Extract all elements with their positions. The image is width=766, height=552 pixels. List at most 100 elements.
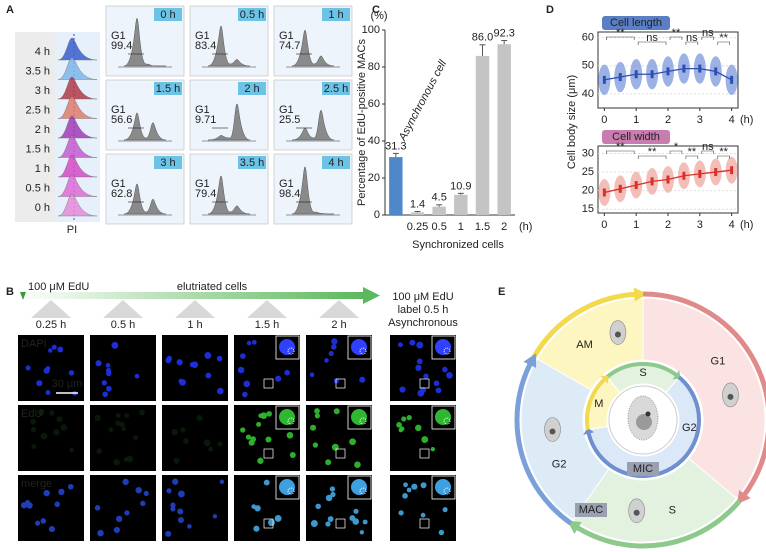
x-tick-label: 3 <box>697 114 703 126</box>
roi <box>335 378 346 389</box>
nucleus <box>253 525 260 532</box>
sig-label: ** <box>648 146 657 158</box>
time-label: 1.5 h <box>255 319 279 331</box>
nucleus <box>219 479 225 484</box>
percent: 99.4 <box>111 40 132 52</box>
mic-mark <box>359 417 367 425</box>
histogram <box>123 183 167 215</box>
phase-label: G1 <box>711 355 726 367</box>
nucleus <box>399 386 406 393</box>
nucleus <box>314 413 320 419</box>
nucleus <box>260 412 268 420</box>
nucleus <box>43 367 50 374</box>
nucleus <box>208 446 214 452</box>
x-tick-label: 4 <box>729 114 735 126</box>
time-badge <box>238 8 266 21</box>
inset-cell <box>351 409 367 425</box>
nucleus <box>406 414 412 421</box>
mic-mark <box>443 417 451 425</box>
panel-label: A <box>6 4 14 16</box>
phase-label: G2 <box>552 459 567 471</box>
time-badge <box>322 8 350 21</box>
nucleus <box>251 339 257 345</box>
outer-arrow <box>531 291 637 359</box>
nucleus <box>423 373 429 379</box>
time-label: 0.5 h <box>26 182 50 194</box>
nucleus <box>57 346 64 353</box>
chart-title: Cell width <box>612 131 660 143</box>
inset-cell <box>279 339 295 355</box>
mic-mark <box>287 347 295 355</box>
x-tick-label: 1 <box>633 114 639 126</box>
x-tick-label: 1.5 <box>475 221 490 233</box>
nucleus-badge <box>575 503 607 517</box>
nucleus <box>30 426 37 433</box>
mic-mark <box>443 347 451 355</box>
nucleus <box>139 409 145 416</box>
nucleus <box>113 458 120 466</box>
roi <box>263 518 274 529</box>
nucleus <box>442 366 448 373</box>
gate-label: G1 <box>195 30 210 42</box>
nucleus <box>203 439 211 447</box>
y-tick-label: 15 <box>582 203 594 215</box>
y-tick-label: 60 <box>368 98 380 110</box>
nucleus <box>177 508 184 515</box>
panel-label: B <box>6 286 14 298</box>
nucleus <box>430 446 436 452</box>
nucleus <box>31 444 37 450</box>
nucleus <box>246 340 252 346</box>
y-tick-label: 30 <box>582 147 594 159</box>
outer-sector <box>520 358 610 521</box>
chart-title: Cell length <box>610 17 662 29</box>
outer-arrow <box>574 499 742 549</box>
mic-mark <box>287 417 295 425</box>
nucleus <box>106 370 112 377</box>
nucleus <box>254 505 261 512</box>
nucleus <box>349 438 356 446</box>
nucleus <box>421 436 429 443</box>
outer-arrow <box>514 361 573 526</box>
value-label: 1.4 <box>410 198 425 210</box>
nucleus <box>51 344 57 350</box>
nucleus-label: MIC <box>633 463 653 475</box>
outer-arrow <box>642 291 766 498</box>
nucleus <box>239 353 246 359</box>
nucleus <box>330 491 336 498</box>
nucleus <box>398 510 404 516</box>
time-badge <box>154 156 182 169</box>
inset-cell <box>435 479 451 495</box>
inset-cell <box>435 409 451 425</box>
nucleus <box>183 438 190 444</box>
time-pointer <box>319 300 359 318</box>
nucleus <box>35 520 41 526</box>
phase-label: S <box>669 504 676 516</box>
value-label: 31.3 <box>385 140 406 152</box>
mean-line <box>604 67 732 81</box>
y-tick-label: 20 <box>582 185 594 197</box>
nucleus <box>331 338 338 345</box>
nucleus <box>327 516 334 522</box>
nucleus <box>406 487 412 493</box>
sig-bracket <box>606 36 635 40</box>
sig-bracket <box>669 150 683 154</box>
async-label: label 0.5 h <box>398 304 449 316</box>
x-unit: (h) <box>740 219 753 231</box>
histogram <box>207 175 251 215</box>
nucleus <box>362 519 368 525</box>
nucleus <box>30 418 36 425</box>
nucleus <box>289 451 296 458</box>
percent: 56.6 <box>111 114 132 126</box>
percent: 98.4 <box>279 188 300 200</box>
nucleus <box>165 530 172 537</box>
time-label: 2 h <box>35 124 50 136</box>
nucleus <box>415 364 422 371</box>
time-pointer <box>247 300 287 318</box>
nucleus <box>416 341 424 349</box>
mic-mark <box>443 487 451 495</box>
nucleus <box>196 414 203 422</box>
nucleus <box>124 413 130 419</box>
nucleus <box>242 391 248 398</box>
roi <box>335 448 346 459</box>
